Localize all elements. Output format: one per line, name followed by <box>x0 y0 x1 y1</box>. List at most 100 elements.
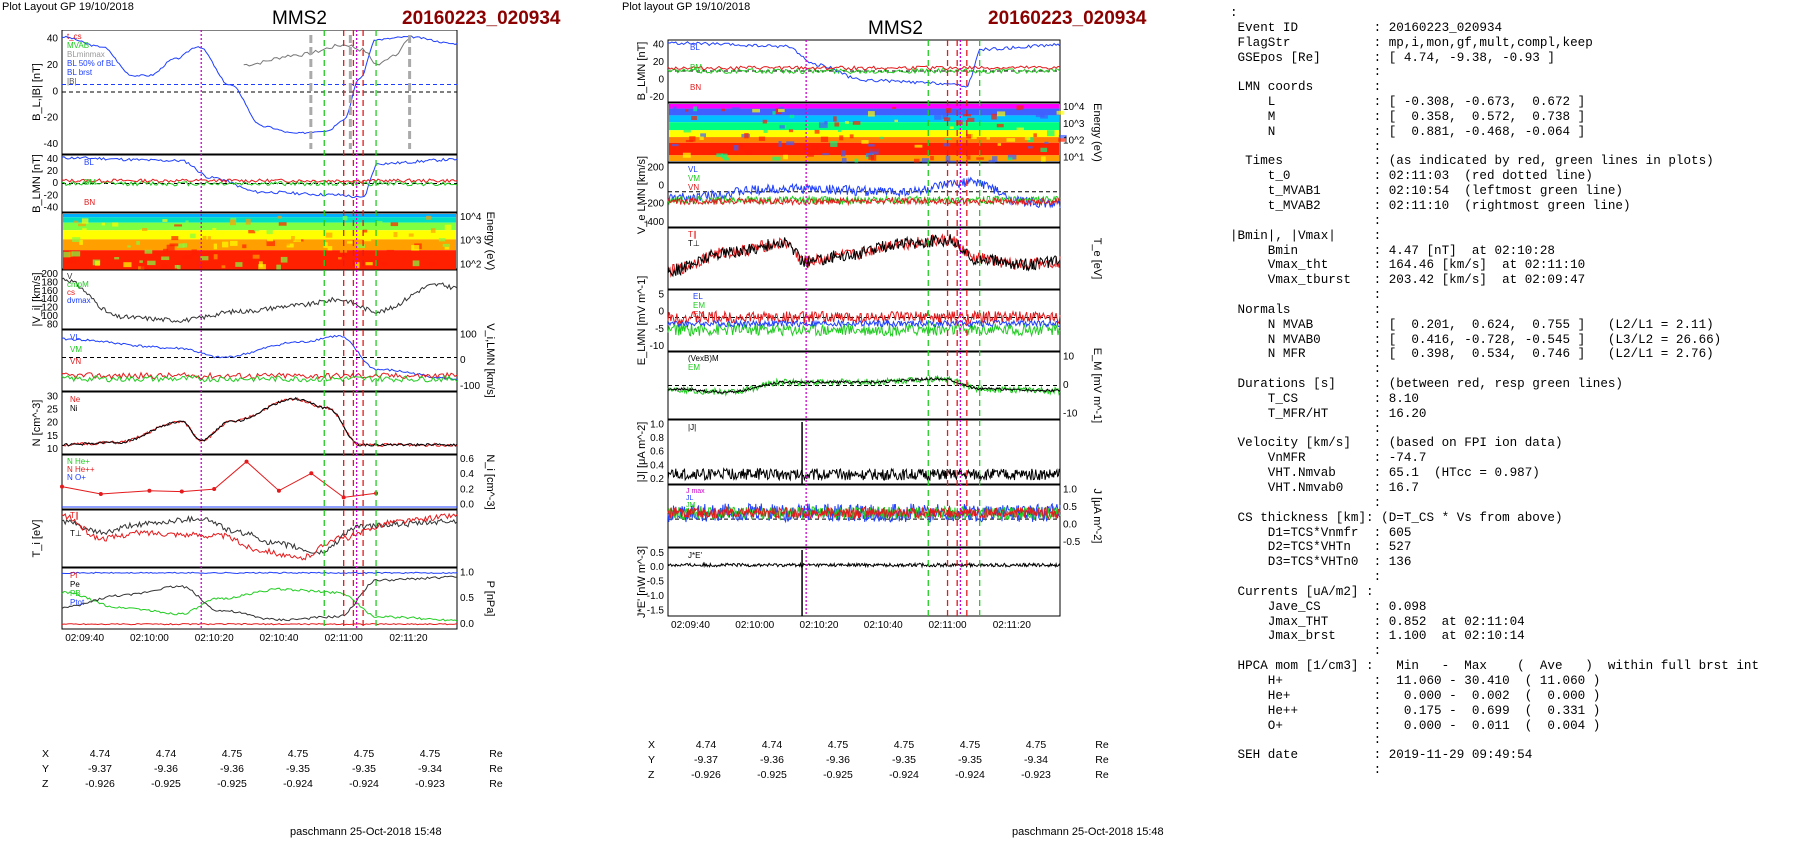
info-line: Vmax_tburst : 203.42 [km/s] at 02:09:47 <box>1230 273 1586 288</box>
y-axis-label: T_i [eV] <box>31 520 43 558</box>
y-tick-label: 0.5 <box>650 548 664 559</box>
coord-label: X <box>42 748 50 760</box>
y-tick-label: 0 <box>658 307 664 318</box>
panel-frame <box>61 329 458 392</box>
coord-value: 4.75 <box>353 748 375 760</box>
y-tick-label: -0.5 <box>647 577 665 588</box>
em-line <box>667 374 1061 397</box>
coord-value: -9.37 <box>88 763 112 775</box>
info-line: L : [ -0.308, -0.673, 0.672 ] <box>1230 95 1586 110</box>
x-tick-label: 02:11:00 <box>325 633 364 644</box>
em-line <box>667 318 1061 329</box>
legend-label: T∥ <box>688 230 697 239</box>
left-footer: paschmann 25-Oct-2018 15:48 <box>290 826 442 838</box>
legend-label: N He++ <box>67 465 95 474</box>
legend-label: J*E' <box>688 551 702 560</box>
y-tick-label: 10^4 <box>460 212 482 223</box>
left-panel-8: T∥ T⊥ <box>61 509 458 568</box>
ion-spectrogram <box>63 214 456 274</box>
info-line: Jmax_brst : 1.100 at 02:10:14 <box>1230 629 1525 644</box>
y-tick-label: 15 <box>47 431 59 442</box>
info-line: t_0 : 02:11:03 (red dotted line) <box>1230 169 1593 184</box>
legend-label: N O+ <box>67 473 86 482</box>
info-line: O+ : 0.000 - 0.011 ( 0.004 ) <box>1230 718 1601 733</box>
legend-label: |J| <box>688 423 696 432</box>
legend-label: BN <box>84 198 95 207</box>
info-line: Velocity [km/s] : (based on FPI ion data… <box>1230 436 1563 451</box>
bm-line <box>667 67 1061 75</box>
coord-value: 4.75 <box>893 739 915 751</box>
j-magnitude-line <box>667 467 1061 482</box>
vexb-m-line <box>667 376 1061 394</box>
y-tick-label: -40 <box>44 202 59 213</box>
coord-value: -0.926 <box>85 778 115 790</box>
legend-label: Pi <box>70 571 77 580</box>
y-axis-label: V_i,LMN [km/s] <box>484 323 496 398</box>
y-axis-label: J*E' [nW m^-3] <box>636 546 648 618</box>
coord-value: -9.37 <box>694 754 718 766</box>
he-plus-plus-line <box>61 460 377 498</box>
info-line: He+ : 0.000 - 0.002 ( 0.000 ) <box>1230 688 1601 703</box>
coord-row-z: Z -0.926 -0.925 -0.925 -0.924 -0.924 -0.923 Re <box>648 769 1135 781</box>
coord-value: -9.35 <box>892 754 916 766</box>
coord-value: 4.75 <box>419 748 441 760</box>
panel-frame <box>667 162 1061 228</box>
coord-label: X <box>648 739 656 751</box>
info-line: N MVAB : [ 0.201, 0.624, 0.755 ] (L2/L1 … <box>1230 317 1714 332</box>
legend-label: BL brst <box>67 68 93 77</box>
info-line: VHT.Nmvab0 : 16.7 <box>1230 481 1419 495</box>
coord-value: -0.925 <box>823 769 853 781</box>
y-tick-label: 0.0 <box>460 619 474 630</box>
info-line: Event ID : 20160223_020934 <box>1230 20 1503 35</box>
x-tick-label: 02:09:40 <box>65 633 104 644</box>
ve-l-line <box>667 176 1061 209</box>
legend-label: BN <box>690 83 701 92</box>
y-tick-label: -1.5 <box>647 606 665 617</box>
y-tick-label: 200 <box>41 269 58 280</box>
coord-value: -0.924 <box>283 778 313 790</box>
info-line: Bmin : 4.47 [nT] at 02:10:28 <box>1230 243 1555 258</box>
y-tick-label: 0.8 <box>650 433 664 444</box>
coord-value: -0.925 <box>217 778 247 790</box>
y-tick-label: 10^4 <box>1063 102 1085 113</box>
legend-label: EN <box>693 310 704 319</box>
coord-value: 4.74 <box>89 748 111 760</box>
y-axis-label: N_i [cm^-3] <box>484 454 496 509</box>
legend-label: BL 50% of BL <box>67 59 116 68</box>
y-axis-label: E_M [mV m^-1] <box>1091 348 1103 423</box>
y-tick-label: 0.0 <box>460 500 474 511</box>
info-line: D1=TCS*Vnmfr : 605 <box>1230 525 1412 540</box>
y-tick-label: 200 <box>647 162 664 173</box>
info-line: : <box>1230 495 1382 510</box>
coord-value: -0.923 <box>415 778 445 790</box>
right-layout-label: Plot layout GP 19/10/2018 <box>622 1 751 13</box>
y-tick-label: -20 <box>44 113 59 124</box>
info-line: N MFR : [ 0.398, 0.534, 0.746 ] (L2/L1 =… <box>1230 347 1714 362</box>
coord-row-y: Y -9.37 -9.36 -9.36 -9.35 -9.35 -9.34 Re <box>648 754 1135 766</box>
info-line: GSEpos [Re] : [ 4.74, -9.38, -0.93 ] <box>1230 50 1555 65</box>
legend-label: JN <box>686 509 695 516</box>
y-tick-label: 120 <box>41 303 58 314</box>
info-line: : <box>1230 6 1238 20</box>
bl-line <box>61 156 458 199</box>
panel-frame <box>667 419 1061 485</box>
info-line: : <box>1230 570 1382 585</box>
y-tick-label: 40 <box>47 34 59 45</box>
y-tick-label: 5 <box>658 289 664 300</box>
legend-label: JM <box>686 502 696 509</box>
info-line: Vmax_tht : 164.46 [km/s] at 02:11:10 <box>1230 258 1586 273</box>
left-panel-2: BL BM BN <box>61 154 458 213</box>
y-tick-label: 10^3 <box>460 236 482 247</box>
y-tick-label: 0.4 <box>650 460 664 471</box>
info-line: CS thickness [km]: (D=T_CS * Vs from abo… <box>1230 510 1563 525</box>
legend-label: Ne <box>70 395 81 404</box>
bn-line <box>61 178 458 184</box>
y-tick-label: 10^3 <box>1063 119 1085 130</box>
right-panel-1: BL BM BN <box>667 39 1061 103</box>
coord-value: 4.74 <box>155 748 177 760</box>
bl-line <box>667 41 1061 88</box>
info-line: FlagStr : mp,i,mon,gf,mult,compl,keep <box>1230 35 1593 50</box>
